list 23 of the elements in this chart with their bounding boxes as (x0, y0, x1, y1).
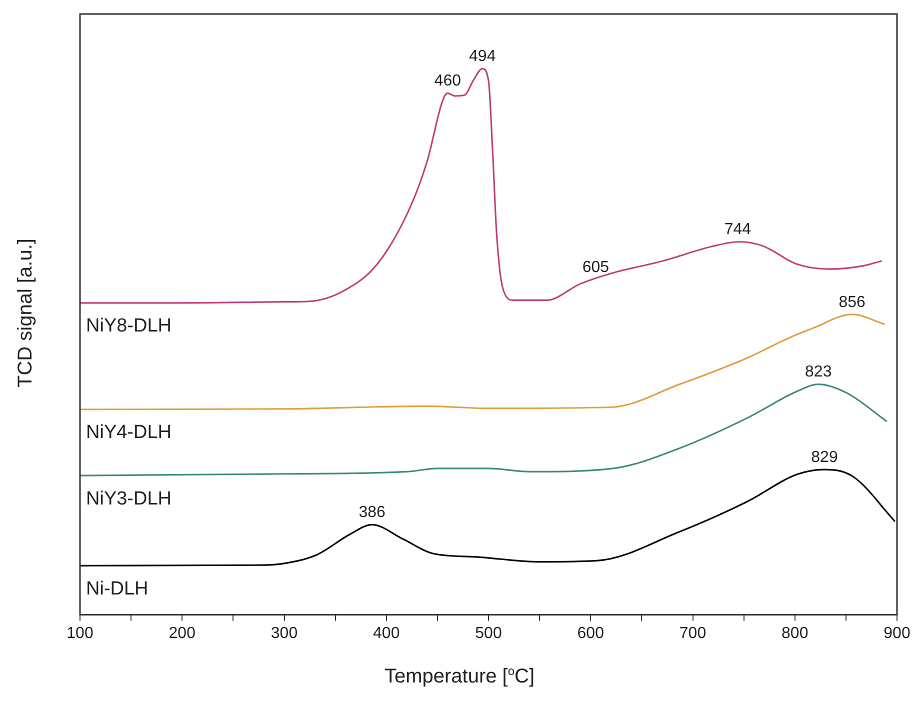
x-tick-label: 700 (679, 624, 706, 642)
series-label: Ni-DLH (86, 578, 148, 600)
annotation: 460 (434, 72, 462, 90)
x-tick-label: 400 (373, 624, 400, 642)
x-axis-title: Temperature [$^{o}$C] (383, 664, 536, 689)
y-axis-title: TCD signal [a.u.] (14, 238, 38, 388)
annotation: 386 (358, 504, 386, 522)
x-tick-label: 900 (884, 624, 910, 642)
series-label: NiY8-DLH (86, 316, 172, 337)
x-tick-label: 600 (577, 624, 604, 642)
annotation: 823 (805, 364, 832, 381)
annotation: 829 (811, 448, 838, 466)
x-tick-label: 200 (168, 624, 196, 642)
annotation: 605 (582, 258, 610, 276)
x-tick-label: 500 (475, 624, 502, 642)
x-tick-label: 300 (270, 624, 298, 642)
series-label: NiY4-DLH (86, 422, 172, 444)
x-tick-label: 100 (66, 624, 94, 642)
annotation: 856 (838, 294, 866, 311)
annotation: 494 (469, 48, 496, 66)
x-tick-label: 800 (782, 624, 808, 642)
series-label: NiY3-DLH (86, 488, 172, 510)
annotation: 744 (724, 221, 752, 238)
